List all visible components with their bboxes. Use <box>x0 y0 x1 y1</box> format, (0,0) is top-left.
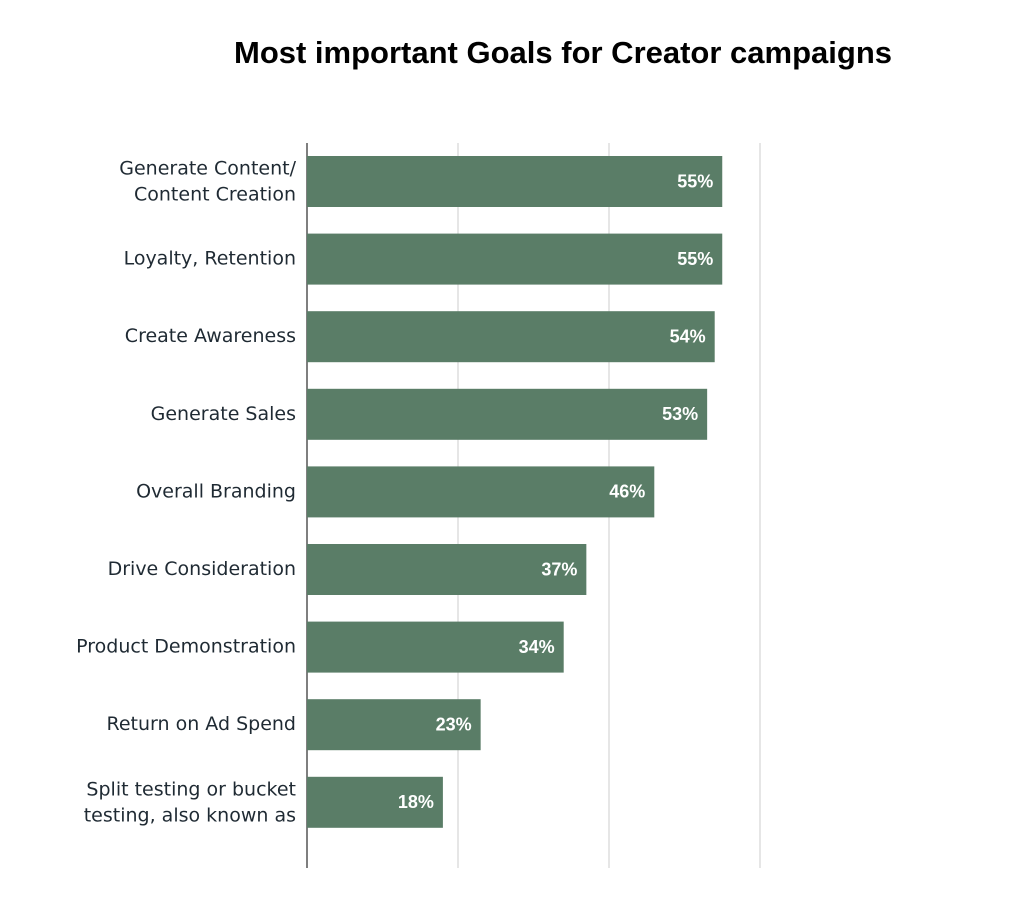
value-label: 18% <box>398 792 434 812</box>
value-label: 46% <box>609 482 645 502</box>
y-tick-label: Split testing or bucket testing, also kno… <box>84 778 296 826</box>
y-tick-label: Generate Sales <box>151 403 296 425</box>
y-tick-label: Return on Ad Spend <box>107 713 296 735</box>
value-label: 34% <box>519 637 555 657</box>
bar <box>307 388 708 440</box>
value-label: 23% <box>436 714 472 734</box>
value-label: 55% <box>677 249 713 269</box>
value-label: 55% <box>677 171 713 191</box>
bar <box>307 621 564 673</box>
bar <box>307 776 443 828</box>
value-label: 53% <box>662 404 698 424</box>
bar <box>307 699 481 751</box>
y-tick-label: Product Demonstration <box>76 636 296 658</box>
y-tick-label: Create Awareness <box>125 325 296 347</box>
bar <box>307 544 587 595</box>
bar <box>307 311 715 363</box>
value-label: 37% <box>541 559 577 579</box>
bar <box>307 466 655 518</box>
bar <box>307 156 723 207</box>
y-tick-label: Generate Content/Content Creation <box>119 157 296 205</box>
bar <box>307 233 723 285</box>
chart-title: Most important Goals for Creator campaig… <box>234 35 892 70</box>
y-tick-label: Drive Consideration <box>108 558 296 580</box>
y-tick-label: Loyalty, Retention <box>124 248 296 270</box>
y-tick-label: Overall Branding <box>136 480 296 502</box>
value-label: 54% <box>670 326 706 346</box>
